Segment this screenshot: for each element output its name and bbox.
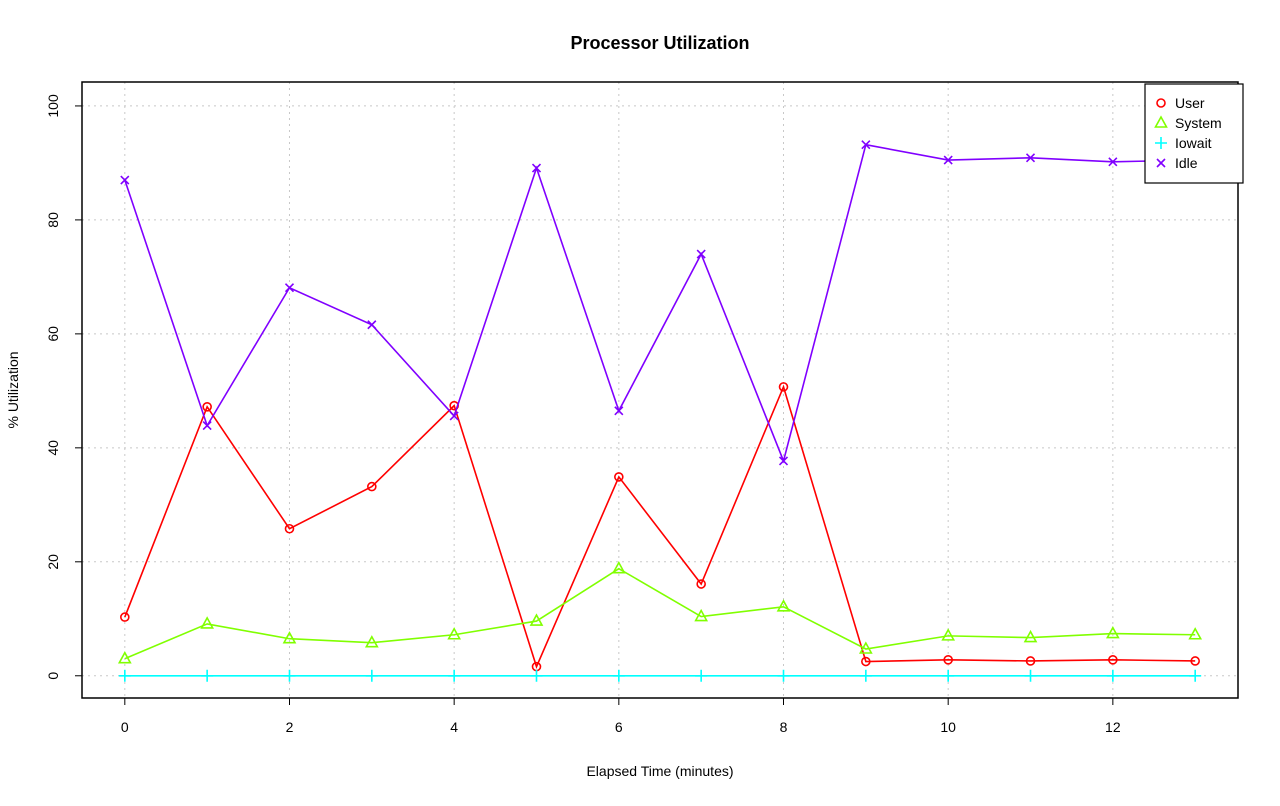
idle-point: [861, 140, 871, 150]
system-point: [858, 641, 873, 654]
series-idle: [120, 140, 1200, 466]
iowait-point: [283, 669, 296, 682]
y-tick-label: 60: [45, 326, 61, 342]
system-point: [447, 627, 462, 640]
system-point: [1023, 629, 1038, 643]
iowait-point: [695, 669, 708, 682]
x-tick-label: 0: [121, 719, 129, 735]
x-tick-label: 6: [615, 719, 623, 735]
y-tick-label: 100: [45, 94, 61, 118]
idle-point: [1108, 157, 1118, 167]
grid: [82, 82, 1238, 698]
user-point: [943, 655, 953, 665]
system-line: [124, 567, 1196, 660]
user-point: [614, 472, 624, 482]
user-point: [1025, 656, 1036, 666]
idle-point: [367, 320, 377, 330]
system-point: [282, 631, 297, 644]
user-point: [202, 402, 212, 412]
user-point: [120, 612, 130, 622]
system-point: [529, 613, 544, 626]
x-tick-label: 4: [450, 719, 458, 735]
idle-point: [284, 283, 295, 293]
user-point: [284, 523, 295, 534]
user-line: [124, 384, 1196, 669]
user-point: [861, 656, 871, 667]
plot-border: [81, 81, 1239, 699]
series-user: [120, 382, 1200, 672]
system-point: [364, 635, 379, 648]
series-system: [117, 560, 1203, 664]
x-tick-label: 2: [286, 719, 294, 735]
y-tick-label: 80: [45, 212, 61, 228]
iowait-point: [612, 669, 625, 682]
system-point: [117, 651, 132, 664]
iowait-point: [777, 669, 790, 682]
system-point: [941, 628, 956, 641]
y-tick-label: 20: [45, 554, 61, 570]
iowait-point: [1024, 669, 1037, 682]
legend-user-icon: [1156, 98, 1166, 108]
user-point: [367, 481, 377, 492]
idle-point: [531, 163, 542, 173]
idle-point: [1025, 153, 1036, 163]
system-point: [776, 599, 791, 612]
system-point: [694, 608, 709, 622]
iowait-point: [448, 669, 461, 682]
idle-point: [778, 456, 789, 466]
user-point: [696, 579, 706, 589]
user-point: [1190, 656, 1200, 666]
legend-idle-icon: [1156, 158, 1166, 168]
idle-point: [614, 406, 624, 416]
y-axis-label: % Utilization: [5, 351, 21, 428]
x-tick-label: 10: [940, 719, 956, 735]
iowait-point: [530, 669, 543, 682]
axes: 0 2 4 6 8 10 12 0 20 40 60 80 100: [45, 94, 1121, 735]
user-point: [778, 382, 789, 392]
chart-title: Processor Utilization: [570, 33, 749, 53]
iowait-point: [1189, 669, 1202, 682]
legend: User System Iowait Idle: [1144, 83, 1244, 184]
idle-point: [696, 249, 706, 259]
iowait-point: [365, 669, 378, 682]
system-point: [611, 560, 626, 574]
iowait-point: [942, 669, 955, 682]
x-tick-label: 12: [1105, 719, 1121, 735]
legend-label: User: [1175, 95, 1205, 111]
y-tick-label: 40: [45, 440, 61, 456]
series-iowait: [118, 669, 1202, 682]
idle-point: [202, 421, 212, 431]
legend-system-icon: [1154, 115, 1168, 128]
iowait-point: [1106, 669, 1119, 682]
legend-label: Idle: [1175, 155, 1198, 171]
idle-point: [943, 155, 953, 165]
legend-label: System: [1175, 115, 1222, 131]
idle-line: [124, 143, 1196, 464]
iowait-point: [201, 669, 214, 682]
iowait-point: [118, 669, 131, 682]
user-point: [1108, 655, 1118, 665]
x-axis-label: Elapsed Time (minutes): [586, 763, 733, 779]
idle-point: [120, 175, 130, 185]
y-tick-label: 0: [45, 672, 61, 680]
legend-label: Iowait: [1175, 135, 1212, 151]
system-point: [1105, 625, 1120, 639]
x-tick-label: 8: [780, 719, 788, 735]
series-group: [117, 140, 1203, 682]
legend-iowait-icon: [1155, 137, 1167, 149]
system-point: [200, 616, 215, 629]
idle-point: [449, 411, 459, 421]
system-point: [1188, 627, 1203, 640]
iowait-point: [859, 669, 872, 682]
legend-box: [1144, 83, 1244, 184]
